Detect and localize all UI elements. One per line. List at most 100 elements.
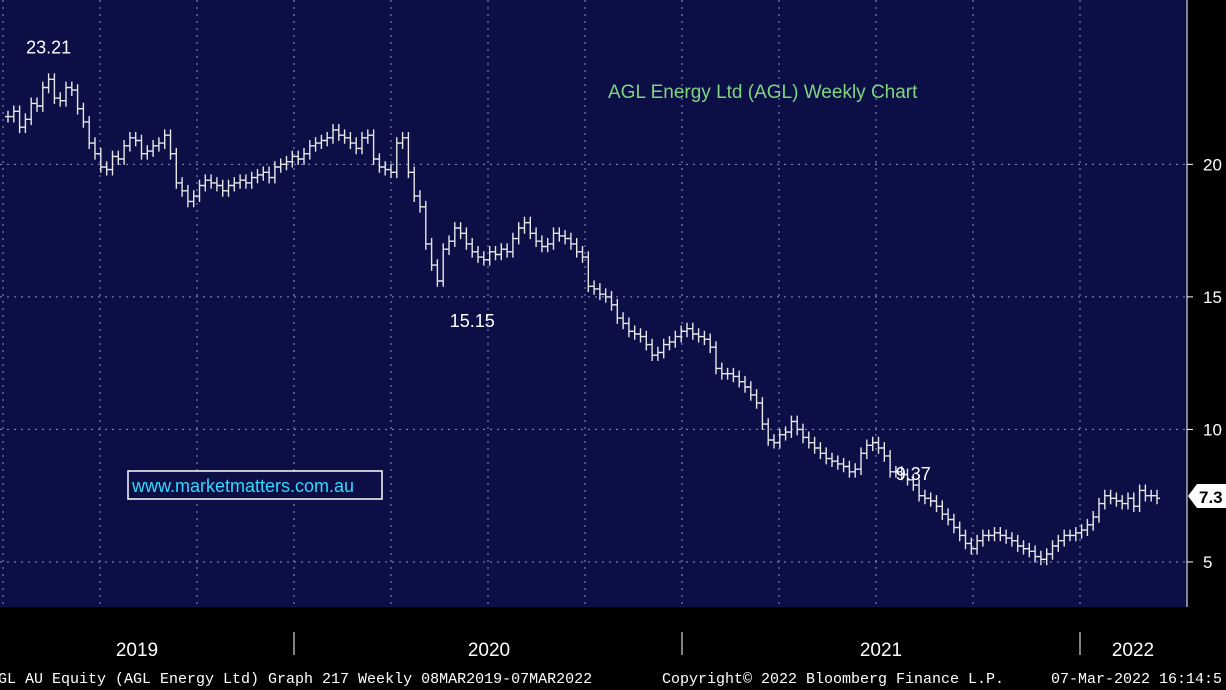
price-bar	[997, 527, 1004, 542]
price-bar	[562, 230, 569, 245]
price-bar	[910, 473, 917, 491]
price-bar	[515, 222, 522, 245]
price-bar	[68, 81, 75, 96]
price-bar	[968, 537, 975, 555]
price-bar	[527, 216, 534, 240]
price-bar	[457, 222, 464, 240]
price-bar	[684, 322, 690, 338]
x-tick-label: 2020	[468, 640, 510, 661]
price-bar	[921, 489, 928, 505]
price-bar	[1032, 545, 1039, 563]
price-bar	[399, 132, 406, 149]
price-bar	[45, 73, 52, 94]
price-bar	[492, 246, 499, 261]
price-bar	[231, 177, 238, 192]
price-bar	[852, 463, 859, 478]
price-bar	[254, 169, 261, 184]
price-bar	[306, 140, 313, 160]
price-bar	[179, 177, 186, 197]
price-bar	[985, 529, 992, 542]
price-bar	[132, 132, 139, 147]
vertical-gridlines	[2, 0, 1081, 607]
price-bar	[1096, 497, 1102, 523]
price-bar	[771, 434, 777, 449]
price-bar	[463, 227, 470, 250]
price-bar	[892, 466, 899, 478]
price-bar	[916, 479, 923, 502]
price-bar	[765, 418, 772, 446]
price-bar	[881, 442, 888, 462]
price-bar	[678, 325, 685, 343]
price-bar	[591, 280, 598, 295]
price-bar	[927, 492, 934, 507]
price-bar	[1055, 534, 1062, 552]
price-bar	[167, 129, 174, 160]
annotation-label: 23.21	[26, 37, 71, 57]
price-bar	[1101, 489, 1108, 510]
price-bar	[550, 227, 557, 250]
price-bar	[840, 458, 847, 473]
price-bar	[271, 161, 278, 184]
price-bar	[689, 322, 696, 340]
price-bar	[666, 336, 673, 351]
price-bar	[248, 171, 255, 189]
price-bar	[359, 132, 365, 155]
price-bar	[875, 436, 882, 454]
price-bar	[538, 235, 545, 253]
price-bar	[498, 243, 505, 261]
price-bar	[863, 439, 870, 460]
price-bar	[869, 436, 876, 452]
price-bar	[631, 325, 638, 340]
price-bar	[736, 370, 743, 388]
price-bar	[1061, 529, 1068, 547]
watermark-text: www.marketmatters.com.au	[131, 476, 354, 496]
price-bar	[724, 367, 731, 380]
price-bar	[800, 423, 806, 444]
price-bar	[829, 452, 835, 467]
price-bar	[22, 113, 29, 134]
watermark-box	[127, 470, 383, 500]
price-bar	[347, 132, 354, 149]
price-bar	[1003, 529, 1010, 544]
price-bar	[405, 132, 412, 179]
price-bar	[730, 367, 737, 383]
price-bar	[1078, 524, 1085, 539]
price-bar	[1049, 540, 1056, 560]
price-bar	[161, 129, 168, 149]
price-bar	[759, 397, 766, 430]
price-bar	[480, 251, 487, 266]
y-axis: 5 10 15 20	[1187, 155, 1222, 572]
price-bar	[341, 129, 348, 144]
x-tick-label: 2021	[860, 640, 902, 661]
chart-title: AGL Energy Ltd (AGL) Weekly Chart	[608, 82, 918, 103]
price-bar	[753, 389, 760, 409]
price-bar	[39, 81, 46, 112]
price-bar	[277, 158, 284, 173]
price-bar	[614, 299, 621, 324]
price-bar	[933, 495, 940, 513]
price-bar	[115, 150, 122, 165]
price-bar	[544, 238, 551, 253]
price-bar	[475, 246, 481, 263]
price-bar	[446, 235, 452, 255]
price-bar	[335, 124, 342, 141]
price-bar	[1072, 527, 1079, 542]
price-bar	[1148, 489, 1155, 502]
price-bar	[225, 179, 232, 197]
price-bar	[1008, 532, 1015, 547]
last-price-tag: 7.3	[1188, 484, 1226, 508]
price-bar	[144, 145, 151, 160]
price-bar	[434, 259, 441, 287]
price-bar	[660, 338, 667, 359]
horizontal-gridlines	[0, 163, 1187, 563]
price-bar	[695, 328, 702, 343]
price-bar	[121, 140, 128, 165]
price-bar	[34, 97, 40, 112]
price-bar	[608, 291, 615, 311]
price-bar	[196, 179, 203, 202]
price-bar	[173, 147, 180, 189]
price-bar	[1142, 484, 1149, 502]
plot-area	[0, 0, 1187, 607]
